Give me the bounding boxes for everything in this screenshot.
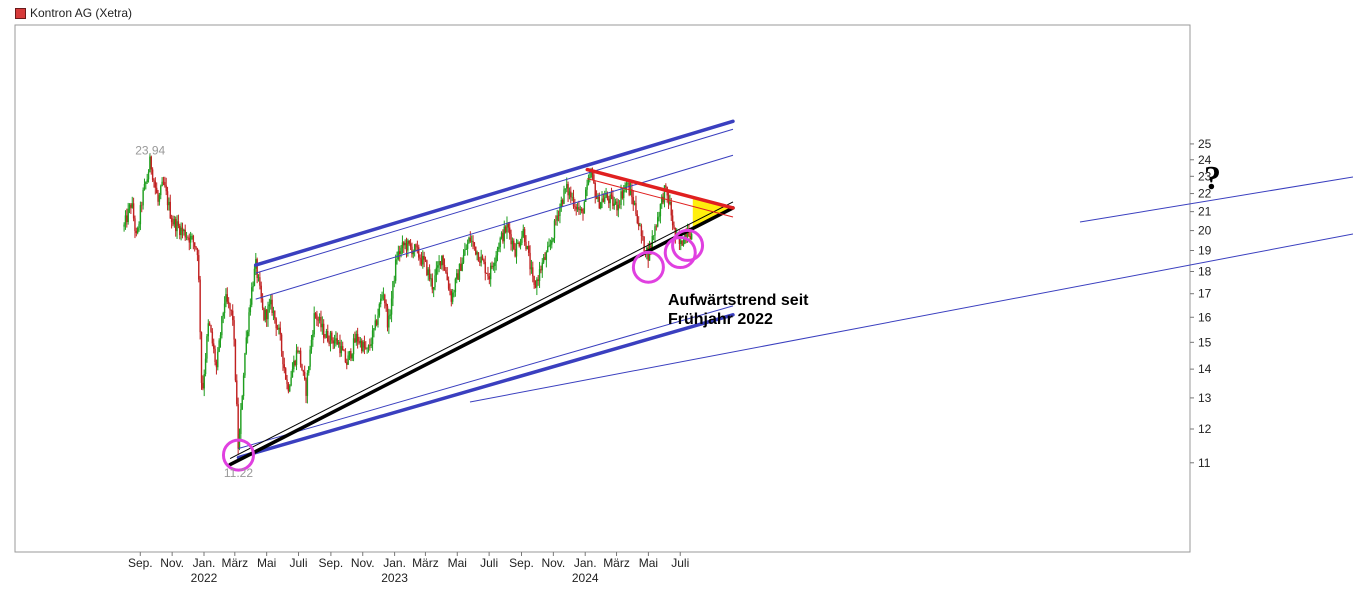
trend-annotation-line2: Frühjahr 2022 [668, 311, 773, 328]
legend: Kontron AG (Xetra) [15, 6, 132, 20]
resistance-line [585, 167, 735, 210]
lower-channel-parallel-line [238, 305, 734, 450]
y-tick-label: 18 [1198, 265, 1212, 279]
markers [221, 228, 705, 472]
x-tick-label: März [603, 556, 630, 570]
x-tick-label: Mai [639, 556, 658, 570]
trend-annotation: Aufwärtstrend seit Frühjahr 2022 [668, 291, 808, 329]
y-tick-label: 15 [1198, 335, 1212, 349]
legend-label: Kontron AG (Xetra) [30, 6, 133, 20]
y-tick-label: 13 [1198, 391, 1212, 405]
y-tick-label: 14 [1198, 362, 1212, 376]
y-axis: 11 12 13 14 15 16 17 18 19 20 21 22 23 24 25 [1190, 137, 1212, 470]
x-tick-label: Nov. [541, 556, 565, 570]
year-label: 2024 [572, 571, 599, 585]
x-tick-label: März [221, 556, 248, 570]
year-label: 2023 [381, 571, 408, 585]
uptrend-parallel-line [229, 201, 734, 459]
lower-channel-line [236, 313, 735, 460]
x-tick-label: Jan. [193, 556, 216, 570]
y-tick-label: 23 [1198, 169, 1212, 183]
plot-area [14, 24, 1191, 553]
value-labels: 23.94 11.22 [135, 144, 253, 480]
resistance-parallel-line [587, 178, 734, 218]
y-tick-label: 16 [1198, 310, 1212, 324]
question-mark: ? [1204, 160, 1221, 197]
circle-marker [663, 236, 697, 270]
y-tick-label: 24 [1198, 153, 1212, 167]
x-tick-label: Jan. [383, 556, 406, 570]
y-tick-label: 19 [1198, 244, 1212, 258]
y-tick-label: 12 [1198, 422, 1212, 436]
x-tick-label: Juli [480, 556, 498, 570]
triangle-highlight [692, 197, 733, 229]
support-line [469, 233, 1353, 403]
x-tick-label: Sep. [319, 556, 344, 570]
y-tick-label: 22 [1198, 187, 1212, 201]
trend-lines [228, 119, 1353, 467]
high-label: 23.94 [135, 144, 165, 158]
legend-swatch [15, 7, 26, 19]
circle-marker [631, 250, 665, 284]
year-label: 2022 [191, 571, 218, 585]
y-tick-label: 20 [1198, 224, 1212, 238]
upper-channel-line [253, 119, 735, 267]
x-tick-label: Juli [671, 556, 689, 570]
x-tick-label: März [412, 556, 439, 570]
circle-marker [671, 228, 705, 262]
x-tick-label: Nov. [160, 556, 184, 570]
y-tick-label: 21 [1198, 205, 1212, 219]
x-tick-label: Mai [257, 556, 276, 570]
x-tick-label: Juli [290, 556, 308, 570]
circle-marker [221, 438, 255, 472]
upper-channel-parallel-line [255, 154, 734, 300]
low-label: 11.22 [224, 466, 253, 480]
x-tick-label: Sep. [509, 556, 534, 570]
uptrend-line [228, 206, 735, 467]
trend-annotation-line1: Aufwärtstrend seit [668, 292, 809, 309]
x-tick-label: Sep. [128, 556, 153, 570]
x-axis: Sep. Nov. Jan. März Mai Juli Sep. Nov. Jan. März M… [128, 552, 689, 585]
y-tick-label: 25 [1198, 137, 1212, 151]
upper-channel-parallel-line [255, 128, 734, 274]
x-tick-label: Jan. [574, 556, 597, 570]
y-tick-label: 11 [1198, 456, 1211, 470]
support-line [1079, 176, 1353, 223]
price-series [123, 153, 693, 455]
x-tick-label: Nov. [351, 556, 375, 570]
x-tick-label: Mai [448, 556, 467, 570]
y-tick-label: 17 [1198, 287, 1212, 301]
